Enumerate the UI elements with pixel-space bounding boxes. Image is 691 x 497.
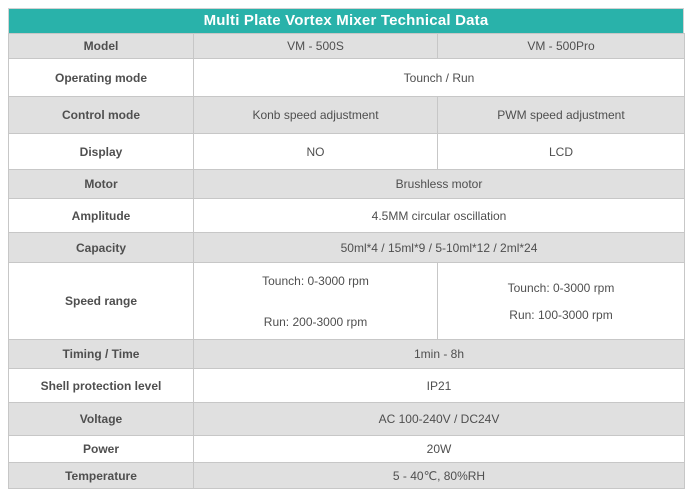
technical-data-table: Model VM - 500S VM - 500Pro Operating mo… <box>8 33 685 489</box>
table-row-model: Model VM - 500S VM - 500Pro <box>8 33 685 59</box>
table-row-motor: Motor Brushless motor <box>8 169 685 199</box>
row-label: Amplitude <box>8 198 194 233</box>
row-label: Power <box>8 435 194 463</box>
row-value: 5 - 40℃, 80%RH <box>193 462 685 489</box>
row-value: Brushless motor <box>193 169 685 199</box>
row-value: AC 100-240V / DC24V <box>193 402 685 436</box>
row-label: Temperature <box>8 462 194 489</box>
row-value: IP21 <box>193 368 685 403</box>
row-value: 4.5MM circular oscillation <box>193 198 685 233</box>
table-row-power: Power 20W <box>8 435 685 463</box>
row-value: PWM speed adjustment <box>437 96 685 134</box>
row-value: VM - 500Pro <box>437 33 685 59</box>
row-label: Voltage <box>8 402 194 436</box>
row-label: Control mode <box>8 96 194 134</box>
table-row-speed-range: Speed range Tounch: 0-3000 rpm Run: 200-… <box>8 262 685 340</box>
table-row-timing: Timing / Time 1min - 8h <box>8 339 685 369</box>
table-row-control-mode: Control mode Konb speed adjustment PWM s… <box>8 96 685 134</box>
row-label: Model <box>8 33 194 59</box>
spec-table-container: Multi Plate Vortex Mixer Technical Data … <box>8 8 685 489</box>
speed-line: Tounch: 0-3000 rpm <box>262 273 369 288</box>
row-value: Tounch: 0-3000 rpm Run: 100-3000 rpm <box>437 262 685 340</box>
table-row-display: Display NO LCD <box>8 133 685 170</box>
row-value: VM - 500S <box>193 33 438 59</box>
table-title: Multi Plate Vortex Mixer Technical Data <box>8 8 684 33</box>
table-row-amplitude: Amplitude 4.5MM circular oscillation <box>8 198 685 233</box>
row-label: Timing / Time <box>8 339 194 369</box>
row-label: Shell protection level <box>8 368 194 403</box>
row-value: 50ml*4 / 15ml*9 / 5-10ml*12 / 2ml*24 <box>193 232 685 263</box>
row-value: Tounch: 0-3000 rpm Run: 200-3000 rpm <box>193 262 438 340</box>
row-label: Speed range <box>8 262 194 340</box>
table-row-voltage: Voltage AC 100-240V / DC24V <box>8 402 685 436</box>
speed-line: Tounch: 0-3000 rpm <box>507 280 615 295</box>
row-label: Motor <box>8 169 194 199</box>
row-value: 1min - 8h <box>193 339 685 369</box>
row-value: 20W <box>193 435 685 463</box>
row-label: Display <box>8 133 194 170</box>
row-label: Operating mode <box>8 58 194 97</box>
speed-line: Run: 200-3000 rpm <box>263 314 368 329</box>
table-row-temperature: Temperature 5 - 40℃, 80%RH <box>8 462 685 489</box>
speed-line: Run: 100-3000 rpm <box>509 307 613 322</box>
row-value: Tounch / Run <box>193 58 685 97</box>
table-row-operating-mode: Operating mode Tounch / Run <box>8 58 685 97</box>
row-value: NO <box>193 133 438 170</box>
row-value: LCD <box>437 133 685 170</box>
row-label: Capacity <box>8 232 194 263</box>
table-row-shell-protection: Shell protection level IP21 <box>8 368 685 403</box>
table-row-capacity: Capacity 50ml*4 / 15ml*9 / 5-10ml*12 / 2… <box>8 232 685 263</box>
row-value: Konb speed adjustment <box>193 96 438 134</box>
